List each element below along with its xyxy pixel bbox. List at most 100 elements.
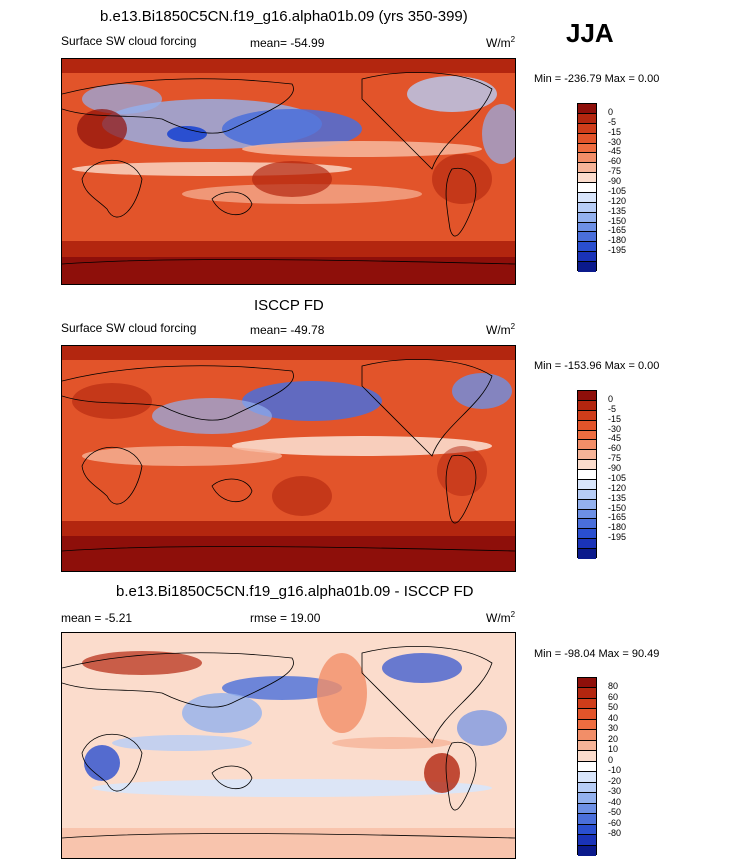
colorbar-segment: [578, 835, 596, 846]
panel1-title: b.e13.Bi1850C5CN.f19_g16.alpha01b.09 (yr…: [100, 8, 468, 25]
colorbar-segment: [578, 698, 596, 710]
panel2-title: ISCCP FD: [254, 297, 324, 314]
colorbar-tick-label: -150: [608, 502, 627, 513]
colorbar-segment: [578, 793, 596, 804]
colorbar-tick-label: 30: [608, 723, 619, 734]
colorbar-segment: [578, 104, 596, 114]
colorbar-tick-label: -20: [608, 775, 622, 786]
colorbar-tick-label: -165: [608, 225, 627, 236]
colorbar-segment: [578, 470, 596, 480]
colorbar-tick-label: 80: [608, 681, 619, 692]
colorbar-tick-label: -45: [608, 146, 622, 157]
colorbar-tick-label: 60: [608, 691, 619, 702]
colorbar-segment: [578, 740, 596, 752]
colorbar-tick-label: -30: [608, 786, 622, 797]
panel2-mean-label: mean= -49.78: [250, 323, 325, 337]
panel3-map: [61, 632, 516, 859]
colorbar-tick-label: -40: [608, 796, 622, 807]
colorbar-tick-label: -195: [608, 245, 627, 256]
panel2-map: [61, 345, 516, 572]
colorbar-segment: [578, 222, 596, 233]
colorbar-segment: [578, 212, 596, 223]
colorbar-segment: [578, 529, 596, 540]
colorbar-tick-label: -15: [608, 413, 622, 424]
colorbar-segment: [578, 252, 596, 262]
colorbar-tick-label: 10: [608, 744, 619, 755]
panel1-minmax: Min = -236.79 Max = 0.00: [534, 73, 660, 85]
colorbar-tick-label: -165: [608, 512, 627, 523]
panel1-colorbar: [577, 103, 597, 272]
colorbar-segment: [578, 192, 596, 203]
colorbar-segment: [578, 133, 596, 144]
colorbar-segment: [578, 153, 596, 164]
panel1-units: W/m2: [486, 35, 516, 50]
panel3-units: W/m2: [486, 610, 516, 625]
panel1-mean-label: mean= -54.99: [250, 36, 325, 50]
colorbar-segment: [578, 173, 596, 183]
panel3-title: b.e13.Bi1850C5CN.f19_g16.alpha01b.09 - I…: [116, 583, 474, 600]
colorbar-segment: [578, 113, 596, 124]
colorbar-segment: [578, 761, 596, 773]
colorbar-tick-label: -5: [608, 116, 617, 127]
colorbar-tick-label: -90: [608, 176, 622, 187]
colorbar-tick-label: -30: [608, 423, 622, 434]
colorbar-tick-label: -50: [608, 807, 622, 818]
colorbar-segment: [578, 479, 596, 490]
colorbar-segment: [578, 678, 596, 689]
colorbar-tick-label: 0: [608, 106, 614, 117]
colorbar-segment: [578, 489, 596, 500]
colorbar-tick-label: -60: [608, 817, 622, 828]
colorbar-segment: [578, 242, 596, 253]
panel1-variable-label: Surface SW cloud forcing: [61, 34, 197, 48]
panel2-units: W/m2: [486, 322, 516, 337]
colorbar-segment: [578, 143, 596, 154]
panel2-variable-label: Surface SW cloud forcing: [61, 321, 197, 335]
colorbar-tick-label: 20: [608, 733, 619, 744]
colorbar-tick-label: -15: [608, 126, 622, 137]
colorbar-tick-label: 0: [608, 754, 614, 765]
panel2-colorbar: [577, 390, 597, 559]
colorbar-segment: [578, 183, 596, 193]
colorbar-segment: [578, 782, 596, 794]
colorbar-segment: [578, 460, 596, 470]
colorbar-tick-label: -105: [608, 185, 627, 196]
panel3-rmse-label: rmse = 19.00: [250, 611, 321, 625]
colorbar-segment: [578, 751, 596, 762]
colorbar-segment: [578, 430, 596, 441]
colorbar-segment: [578, 549, 596, 559]
colorbar-segment: [578, 450, 596, 461]
colorbar-tick-label: -180: [608, 235, 627, 246]
colorbar-tick-label: -195: [608, 532, 627, 543]
colorbar-tick-label: 0: [608, 393, 614, 404]
colorbar-tick-label: 40: [608, 712, 619, 723]
colorbar-segment: [578, 539, 596, 549]
colorbar-segment: [578, 814, 596, 825]
colorbar-tick-label: -60: [608, 443, 622, 454]
colorbar-segment: [578, 123, 596, 134]
colorbar-segment: [578, 509, 596, 520]
colorbar-segment: [578, 232, 596, 243]
colorbar-tick-label: -60: [608, 156, 622, 167]
colorbar-segment: [578, 688, 596, 699]
colorbar-tick-label: -45: [608, 433, 622, 444]
colorbar-segment: [578, 845, 596, 856]
panel3-minmax: Min = -98.04 Max = 90.49: [534, 648, 660, 660]
colorbar-segment: [578, 499, 596, 510]
colorbar-segment: [578, 391, 596, 401]
colorbar-segment: [578, 719, 596, 731]
colorbar-segment: [578, 824, 596, 836]
colorbar-segment: [578, 519, 596, 530]
colorbar-tick-label: -135: [608, 492, 627, 503]
colorbar-tick-label: -105: [608, 472, 627, 483]
colorbar-segment: [578, 262, 596, 272]
colorbar-segment: [578, 420, 596, 431]
panel1-map: [61, 58, 516, 285]
colorbar-segment: [578, 163, 596, 174]
colorbar-segment: [578, 400, 596, 411]
panel3-mean-label: mean = -5.21: [61, 611, 133, 625]
colorbar-tick-label: -75: [608, 453, 622, 464]
colorbar-segment: [578, 410, 596, 421]
colorbar-tick-label: -10: [608, 765, 622, 776]
colorbar-tick-label: 50: [608, 702, 619, 713]
colorbar-tick-label: -90: [608, 463, 622, 474]
